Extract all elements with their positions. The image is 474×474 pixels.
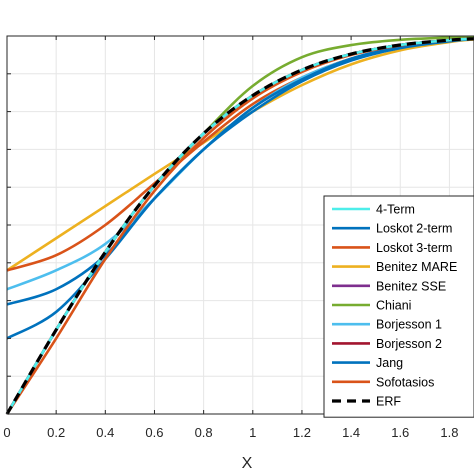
legend-label-benitez-mare: Benitez MARE xyxy=(376,260,457,274)
legend-label-4-term: 4-Term xyxy=(376,203,415,217)
x-tick-label: 0 xyxy=(3,425,10,440)
series-line-erf xyxy=(5,37,474,415)
x-tick-label: 0.8 xyxy=(195,425,213,440)
series-lines xyxy=(5,35,474,415)
x-tick-label: 1.2 xyxy=(293,425,311,440)
x-tick-label: 1.8 xyxy=(440,425,458,440)
x-tick-label: 0.2 xyxy=(47,425,65,440)
legend-label-loskot-3-term: Loskot 3-term xyxy=(376,241,452,255)
x-tick-label: 1.4 xyxy=(342,425,360,440)
legend-box xyxy=(323,195,474,418)
x-tick-label: 0.6 xyxy=(145,425,163,440)
legend-label-loskot-2-term: Loskot 2-term xyxy=(376,222,452,236)
legend-label-benitez-sse: Benitez SSE xyxy=(376,279,446,293)
y-ticks xyxy=(7,35,11,415)
x-tick-label: 0.4 xyxy=(96,425,114,440)
legend-label-borjesson-2: Borjesson 2 xyxy=(376,337,442,351)
legend-label-jang: Jang xyxy=(376,356,403,370)
legend-label-erf: ERF xyxy=(376,395,401,409)
x-ticks: 0 0.2 0.4 0.6 0.8 1 1.2 1.4 1.6 1.8 xyxy=(3,36,458,440)
legend: 4-Term Loskot 2-term Loskot 3-term Benitez … xyxy=(323,195,474,418)
x-axis-label: X xyxy=(242,455,253,472)
legend-label-sofotasios: Sofotasios xyxy=(376,375,434,389)
x-tick-label: 1.6 xyxy=(391,425,409,440)
legend-label-chiani: Chiani xyxy=(376,299,411,313)
legend-label-borjesson-1: Borjesson 1 xyxy=(376,318,442,332)
x-tick-label: 1 xyxy=(249,425,256,440)
